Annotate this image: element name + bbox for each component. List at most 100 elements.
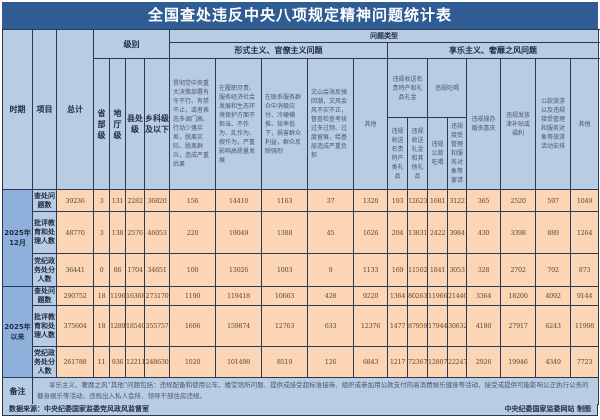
value-cell: 9220 [353, 286, 388, 306]
value-cell: 261788 [56, 346, 94, 378]
value-cell: 936 [109, 346, 126, 378]
value-cell: 19946 [500, 346, 536, 378]
value-cell: 873 [570, 253, 599, 287]
value-cell: 1190 [169, 286, 216, 306]
value-cell: 159874 [215, 305, 262, 347]
value-cell: 100 [169, 253, 216, 287]
value-cell: 889 [535, 211, 571, 254]
value-cell: 1388 [261, 211, 308, 254]
value-cell: 18200 [500, 286, 536, 306]
value-cell: 1264 [570, 211, 599, 254]
value-cell: 4180 [466, 305, 501, 347]
value-cell: 101498 [215, 346, 262, 378]
item-cell: 批评教育和处理人数 [32, 211, 57, 254]
value-cell: 46053 [144, 211, 170, 254]
value-cell: 220 [169, 211, 216, 254]
value-cell: 13026 [215, 253, 262, 287]
value-cell: 428 [307, 286, 354, 306]
value-cell: 6243 [535, 305, 571, 347]
value-cell: 1626 [353, 211, 388, 254]
value-cell: 36820 [144, 189, 170, 212]
table-row: 2025年12月 查处问题数 39236 3 131 2282 36820 156 14410 1… [2, 189, 599, 287]
value-cell: 702 [535, 253, 571, 287]
value-cell: 11966 [427, 286, 448, 306]
value-cell: 1477 [387, 305, 408, 347]
value-cell: 169 [387, 253, 408, 287]
header-level: 级别 [93, 29, 170, 59]
note-text: 享乐主义、奢靡之风“其他”问题包括：违规配备和使用公车、楼堂馆所问题、提供或接受… [32, 377, 599, 405]
value-cell: 7723 [570, 346, 599, 378]
value-cell: 4092 [535, 286, 571, 306]
value-cell: 1606 [169, 305, 216, 347]
value-cell: 0 [93, 253, 110, 287]
value-cell: 13831 [407, 211, 428, 254]
value-cell: 273170 [144, 286, 170, 306]
value-cell: 1196 [109, 286, 126, 306]
value-cell: 18 [93, 305, 110, 347]
value-cell: 156 [169, 189, 216, 212]
header-formalism-other: 其他 [353, 58, 388, 190]
value-cell: 375604 [56, 305, 94, 347]
table-row: 批评教育和处理人数 48770 3 138 2576 46053 220 19049 1388 4… [3, 211, 599, 254]
value-cell: 290752 [56, 286, 94, 306]
value-cell: 2520 [500, 189, 536, 212]
item-cell: 查处问题数 [32, 189, 57, 212]
value-cell: 2926 [466, 346, 501, 378]
item-cell: 党纪政务处分人数 [32, 253, 57, 287]
header-total: 总计 [56, 29, 94, 190]
header-gift-group: 违规收送名贵特产和礼品礼金 [387, 58, 428, 118]
value-cell: 39236 [56, 189, 94, 212]
value-cell: 1020 [169, 346, 216, 378]
value-cell: 119418 [215, 286, 262, 306]
value-cell: 1163 [261, 189, 308, 212]
value-cell: 2702 [500, 253, 536, 287]
value-cell: 355757 [144, 305, 170, 347]
value-cell: 3122 [447, 189, 467, 212]
header-dining-col-banquet: 违规接受管理和服务对象等宴请 [447, 117, 467, 190]
header-hedonism-col-travel: 公款旅游以及违规接受管理和服务对象等旅游活动安排 [535, 58, 571, 190]
value-cell: 131 [109, 189, 126, 212]
value-cell: 1049 [570, 189, 599, 212]
item-cell: 查处问题数 [32, 286, 57, 306]
value-cell: 2282 [125, 189, 145, 212]
value-cell: 72367 [407, 346, 428, 378]
value-cell: 633 [307, 305, 354, 347]
value-cell: 1320 [353, 189, 388, 212]
header-level-county: 县处级 [125, 58, 145, 190]
value-cell: 12807 [427, 346, 448, 378]
header-formalism-col-3: 在联系服务群众中消极应付、冷硬横推、效率低下，损害群众利益，群众反映强烈 [261, 58, 308, 190]
table-title: 全国查处违反中央八项规定精神问题统计表 [2, 2, 598, 29]
value-cell: 11502 [407, 253, 428, 287]
value-cell: 1364 [387, 286, 408, 306]
value-cell: 126 [307, 346, 354, 378]
header-gift-col-cash: 违规收送礼金和其他礼品 [407, 117, 428, 190]
value-cell: 193 [387, 189, 408, 212]
value-cell: 11998 [570, 305, 599, 347]
value-cell: 1003 [261, 253, 308, 287]
period-cell: 2025年以来 [2, 286, 33, 378]
header-hedonism: 享乐主义、奢靡之风问题 [387, 42, 599, 59]
value-cell: 87959 [407, 305, 428, 347]
value-cell: 2422 [427, 211, 448, 254]
value-cell: 19049 [215, 211, 262, 254]
header-formalism: 形式主义、官僚主义问题 [169, 42, 388, 59]
value-cell: 12763 [261, 305, 308, 347]
header-problem-type: 问题类型 [169, 29, 599, 43]
value-cell: 11 [93, 346, 110, 378]
value-cell: 430 [466, 211, 501, 254]
header-formalism-col-1: 贯彻党中央重大决策部署有令不行、有禁不止，或者表态多调门高、行动少落实差，脱离实… [169, 58, 216, 190]
value-cell: 1289 [109, 305, 126, 347]
value-cell: 21440 [447, 286, 467, 306]
value-cell: 3364 [466, 286, 501, 306]
value-cell: 1133 [353, 253, 388, 287]
header-dining-col-public: 违规公款吃喝 [427, 117, 448, 190]
value-cell: 48770 [56, 211, 94, 254]
value-cell: 3 [93, 189, 110, 212]
table-row: 党纪政务处分人数 36441 0 86 1704 34651 100 13026 1003 9 11… [3, 253, 599, 287]
item-cell: 党纪政务处分人数 [32, 346, 57, 378]
header-formalism-col-4: 文山会海反弹回潮，文风会风不实不正，督查检查考核过多过频、过度留痕，给基层造成严… [307, 58, 354, 190]
value-cell: 328 [466, 253, 501, 287]
value-cell: 9144 [570, 286, 599, 306]
table-row: 党纪政务处分人数 261788 11 936 12211 248630 1020 101498… [3, 346, 599, 378]
value-cell: 365 [466, 189, 501, 212]
